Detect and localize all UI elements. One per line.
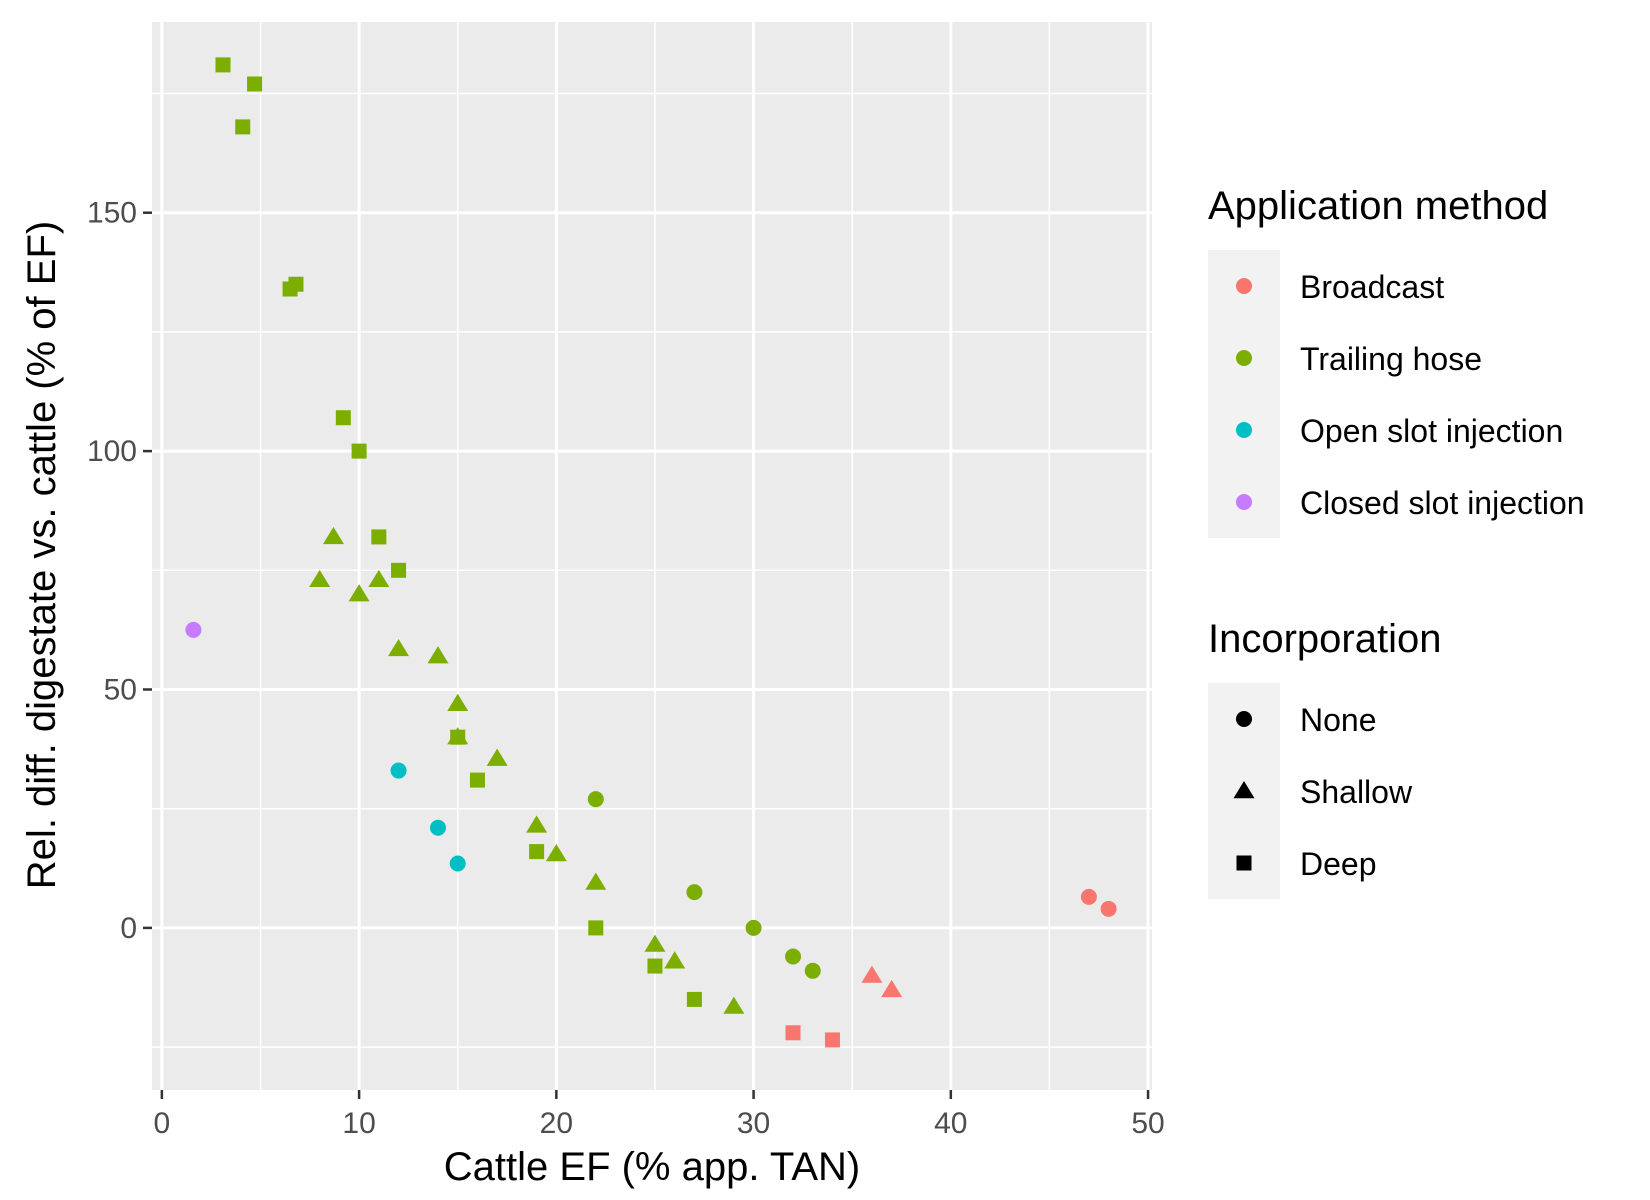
data-point [587,791,604,808]
data-point [288,276,304,292]
legend-key [1236,711,1252,727]
data-point [861,965,883,983]
data-point [351,443,367,459]
data-point [335,410,351,426]
grid-major [152,22,1152,1090]
legend-key [1233,781,1255,799]
data-point [247,76,263,92]
x-axis-title: Cattle EF (% app. TAN) [444,1145,860,1189]
data-point [371,529,387,545]
data-point [686,991,702,1007]
data-point [585,872,607,890]
legend-label: Shallow [1300,774,1413,810]
data-point [785,1025,801,1041]
data-points [185,57,1117,1048]
legend-label: Open slot injection [1300,413,1563,449]
data-point [427,646,449,664]
x-tick-label: 30 [737,1107,770,1140]
legend-label: Closed slot injection [1300,485,1585,521]
data-point [215,57,231,73]
data-point [322,526,344,545]
y-tick-label: 100 [87,435,137,468]
y-axis: 0 50 100 150 [87,197,152,945]
x-axis: 0 10 20 30 40 50 [154,1090,1165,1140]
data-point [388,638,410,657]
data-point [1100,900,1117,917]
x-tick-label: 40 [934,1107,967,1140]
data-point [447,693,469,712]
data-point [686,884,703,901]
legend-label: None [1300,702,1377,738]
data-point [469,772,485,788]
y-tick-label: 150 [87,197,137,230]
data-point [745,919,762,936]
x-tick-label: 0 [154,1107,171,1140]
data-point [881,979,903,998]
legend-key-background [1208,250,1280,538]
data-point [486,748,508,766]
data-point [588,920,604,936]
data-point [664,951,686,969]
data-point [235,119,251,135]
data-point [545,843,567,862]
grid-minor [152,22,1152,1090]
data-point [309,569,331,588]
data-point [348,584,370,602]
data-point [647,958,663,974]
data-point [391,562,407,578]
y-axis-title: Rel. diff. digestate vs. cattle (% of EF… [20,221,64,889]
data-point [723,996,745,1014]
legend-key [1236,855,1252,871]
data-point [529,844,545,860]
y-tick-label: 50 [104,674,137,707]
data-point [390,762,407,779]
legends: Application method Broadcast Trailing hose… [1208,184,1585,899]
legend-title: Application method [1208,184,1548,228]
legend-label: Deep [1300,846,1377,882]
panel-background [152,22,1152,1090]
data-point [449,855,466,872]
legend-key [1236,278,1252,294]
data-point [526,815,548,833]
data-point [824,1032,840,1048]
legend-key [1236,350,1252,366]
data-point [368,569,390,588]
data-point [644,934,666,952]
legend-title: Incorporation [1208,617,1441,661]
data-point [429,819,446,836]
legend-label: Trailing hose [1300,341,1482,377]
legend-label: Broadcast [1300,269,1444,305]
legend-key [1236,422,1252,438]
x-tick-label: 20 [540,1107,573,1140]
data-point [185,621,202,638]
data-point [450,729,466,745]
legend-key [1236,494,1252,510]
data-point [785,948,802,965]
data-point [804,962,821,979]
data-point [1080,888,1097,905]
x-tick-label: 50 [1131,1107,1164,1140]
x-tick-label: 10 [342,1107,375,1140]
y-tick-label: 0 [120,912,137,945]
